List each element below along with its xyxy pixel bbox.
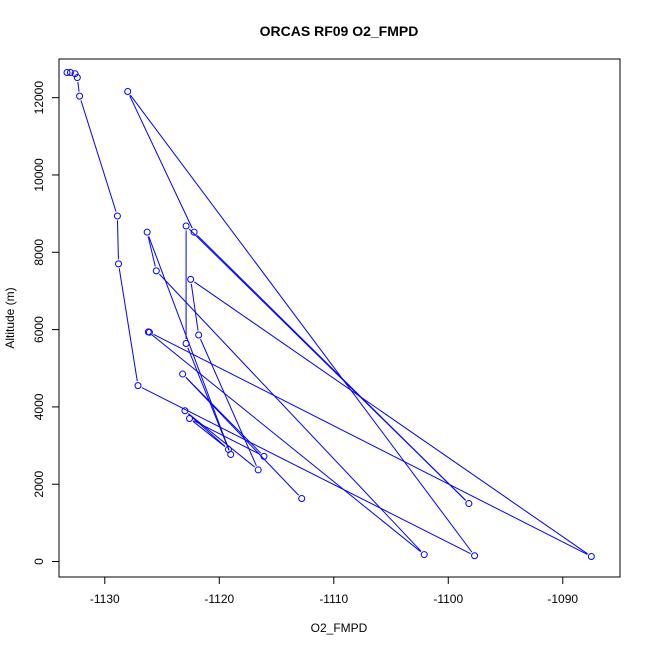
data-point bbox=[181, 407, 189, 415]
data-point bbox=[145, 328, 153, 336]
data-point bbox=[254, 466, 262, 474]
series-segment bbox=[129, 95, 193, 229]
series-segment bbox=[185, 376, 299, 496]
data-point bbox=[465, 500, 473, 508]
data-point bbox=[587, 553, 595, 561]
series-segment bbox=[159, 273, 422, 552]
y-tick-label: 8000 bbox=[32, 239, 46, 266]
data-point bbox=[124, 87, 132, 95]
y-tick-label: 12000 bbox=[32, 81, 46, 115]
series-segment bbox=[80, 100, 117, 212]
x-tick-label: -1090 bbox=[547, 592, 578, 606]
data-point bbox=[187, 275, 195, 283]
data-point bbox=[190, 228, 198, 236]
series-segment bbox=[190, 283, 199, 331]
data-point bbox=[260, 452, 268, 460]
data-point bbox=[420, 551, 428, 559]
series-segment bbox=[200, 338, 257, 467]
series-segment bbox=[193, 420, 261, 455]
x-tick-label: -1120 bbox=[204, 592, 234, 606]
data-point bbox=[182, 340, 190, 348]
y-axis-label: Altitude (m) bbox=[3, 287, 17, 348]
y-tick-label: 2000 bbox=[32, 471, 46, 498]
data-point bbox=[224, 445, 232, 453]
series-segment bbox=[188, 228, 467, 501]
x-axis: -1130 -1120 -1110 -1100 -1090 bbox=[90, 577, 578, 606]
data-point bbox=[186, 415, 194, 423]
data-point bbox=[63, 69, 71, 77]
data-point bbox=[115, 260, 123, 268]
x-tick-label: -1100 bbox=[433, 592, 463, 606]
series-segment bbox=[147, 236, 156, 267]
data-point bbox=[298, 495, 306, 503]
data-point bbox=[143, 228, 151, 236]
series-segment bbox=[141, 387, 471, 555]
series-segment bbox=[192, 420, 226, 448]
plot-frame bbox=[58, 58, 621, 578]
data-point bbox=[73, 74, 81, 82]
data-point bbox=[182, 222, 190, 230]
series-segment bbox=[116, 220, 119, 260]
y-tick-label: 0 bbox=[32, 558, 46, 565]
data-point bbox=[71, 70, 79, 78]
data-point bbox=[471, 552, 479, 560]
series-segment bbox=[153, 333, 588, 555]
x-tick-label: -1130 bbox=[90, 592, 120, 606]
y-tick-label: 6000 bbox=[32, 316, 46, 343]
y-tick-label: 4000 bbox=[32, 393, 46, 420]
series-segment bbox=[129, 94, 473, 553]
series-segment bbox=[188, 413, 256, 468]
data-point bbox=[179, 370, 187, 378]
series-segment bbox=[187, 347, 230, 451]
data-point bbox=[113, 212, 121, 220]
y-tick-label: 10000 bbox=[32, 158, 46, 192]
y-axis: 0 2000 4000 6000 8000 10000 12000 bbox=[32, 81, 59, 565]
x-axis-label: O2_FMPD bbox=[311, 621, 368, 635]
x-tick-label: -1110 bbox=[319, 592, 348, 606]
series-segment bbox=[118, 268, 138, 382]
data-point bbox=[76, 92, 84, 100]
series-segment bbox=[77, 81, 80, 92]
data-point bbox=[134, 382, 142, 390]
data-point bbox=[152, 267, 160, 275]
chart-title: ORCAS RF09 O2_FMPD bbox=[260, 23, 419, 39]
series-segment bbox=[194, 281, 588, 555]
series-segment bbox=[151, 334, 422, 553]
series-segment bbox=[187, 413, 226, 447]
data-point bbox=[66, 69, 74, 77]
data-point bbox=[195, 331, 203, 339]
series-layer bbox=[63, 69, 595, 561]
